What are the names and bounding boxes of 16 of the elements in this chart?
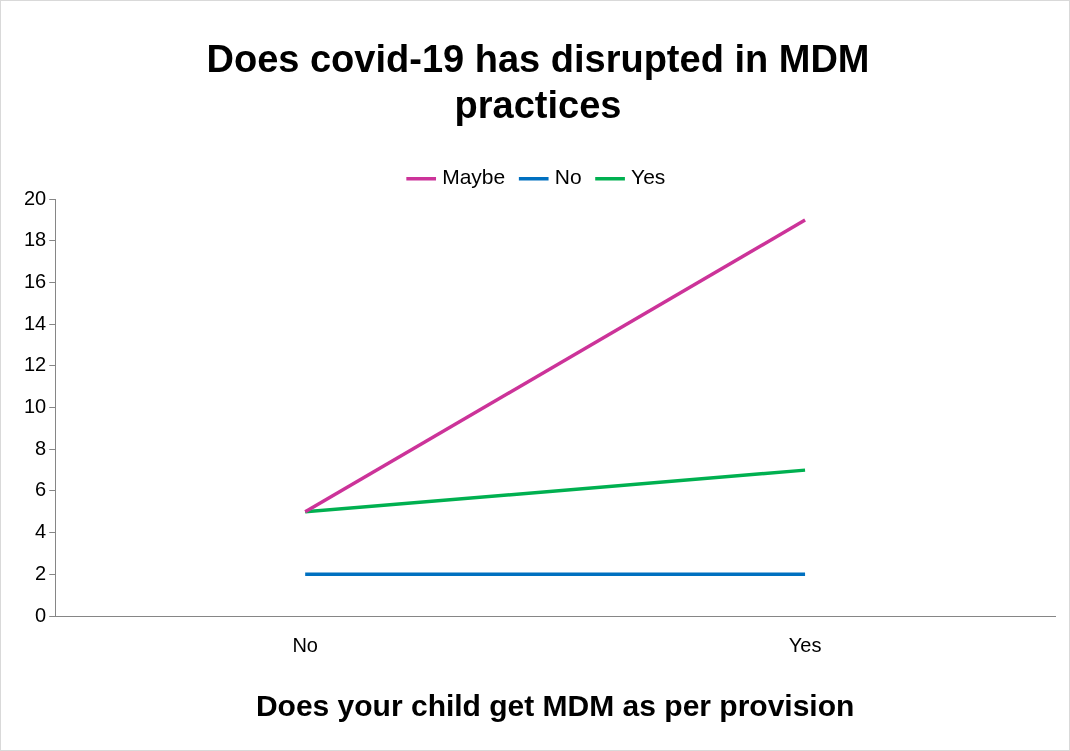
x-axis-title: Does your child get MDM as per provision: [255, 689, 855, 723]
y-tick-label: 0: [35, 603, 47, 626]
y-tick-label: 4: [35, 520, 47, 543]
chart-title: Does covid-19 has disrupted in MDM practices: [206, 38, 870, 126]
y-tick-label: 20: [24, 186, 47, 209]
y-tick-label: 16: [24, 270, 47, 293]
y-tick-label: 6: [35, 478, 47, 501]
y-tick-label: 14: [24, 311, 47, 334]
y-tick-label: 12: [24, 353, 47, 376]
y-tick-label: 10: [24, 395, 47, 418]
y-tick-label: 18: [24, 228, 47, 251]
y-tick-label: 8: [35, 436, 47, 459]
legend-label: No: [554, 165, 582, 189]
y-tick-label: 2: [35, 561, 47, 584]
legend-label: Maybe: [442, 165, 506, 189]
legend-label: Yes: [631, 165, 666, 189]
